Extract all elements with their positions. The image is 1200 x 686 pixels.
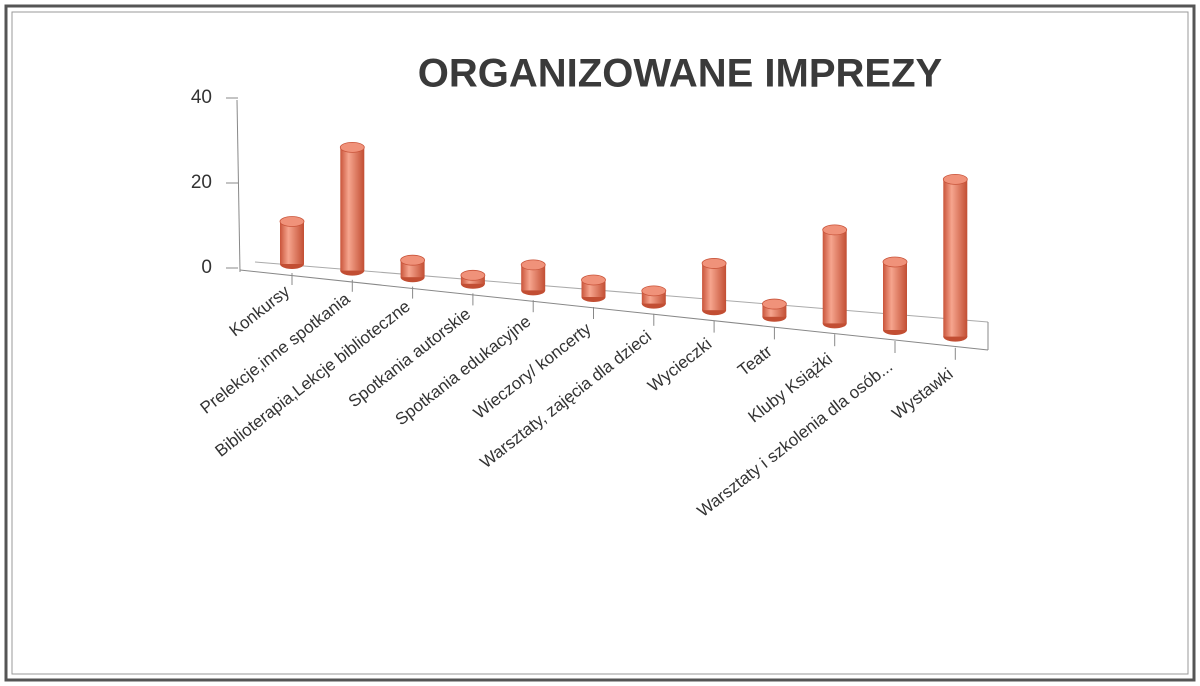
frame xyxy=(4,4,1196,682)
chart-title: ORGANIZOWANE IMPREZY xyxy=(418,52,943,96)
bar-cap xyxy=(882,256,908,268)
x-tick-label: Teatr xyxy=(734,342,776,380)
x-tick-label: Konkursy xyxy=(226,281,294,340)
bar-cap xyxy=(339,141,365,153)
frame-inner xyxy=(11,11,1189,675)
bar xyxy=(280,221,304,264)
y-tick-label: 0 xyxy=(201,257,212,278)
y-tick-label: 20 xyxy=(191,172,212,193)
y-axis xyxy=(236,99,241,273)
bar-cap xyxy=(400,254,426,266)
bar-cap xyxy=(279,216,305,227)
floor-back xyxy=(254,261,989,323)
bar xyxy=(822,229,847,324)
x-tick-label: Spotkania edukacyjne xyxy=(392,312,535,429)
x-tick-label: Wieczory/ koncerty xyxy=(470,319,595,423)
x-tick-label: Wycieczki xyxy=(644,334,715,395)
bar xyxy=(883,262,907,330)
bar-cap xyxy=(641,285,667,297)
bar-cap xyxy=(520,259,546,271)
x-tick-label: Wystawki xyxy=(888,364,956,423)
y-tick-label: 40 xyxy=(191,87,212,108)
x-tick-label: Spotkania autorskie xyxy=(345,304,474,411)
bar-cap xyxy=(942,173,968,185)
bar xyxy=(943,179,968,337)
bar xyxy=(702,263,727,311)
floor-front xyxy=(239,269,989,351)
bar-cap xyxy=(581,274,606,286)
bar-cap xyxy=(822,224,848,236)
bar-cap xyxy=(762,298,787,310)
bar-cap xyxy=(460,269,486,281)
bar-cap xyxy=(701,258,727,269)
bar xyxy=(340,147,365,271)
